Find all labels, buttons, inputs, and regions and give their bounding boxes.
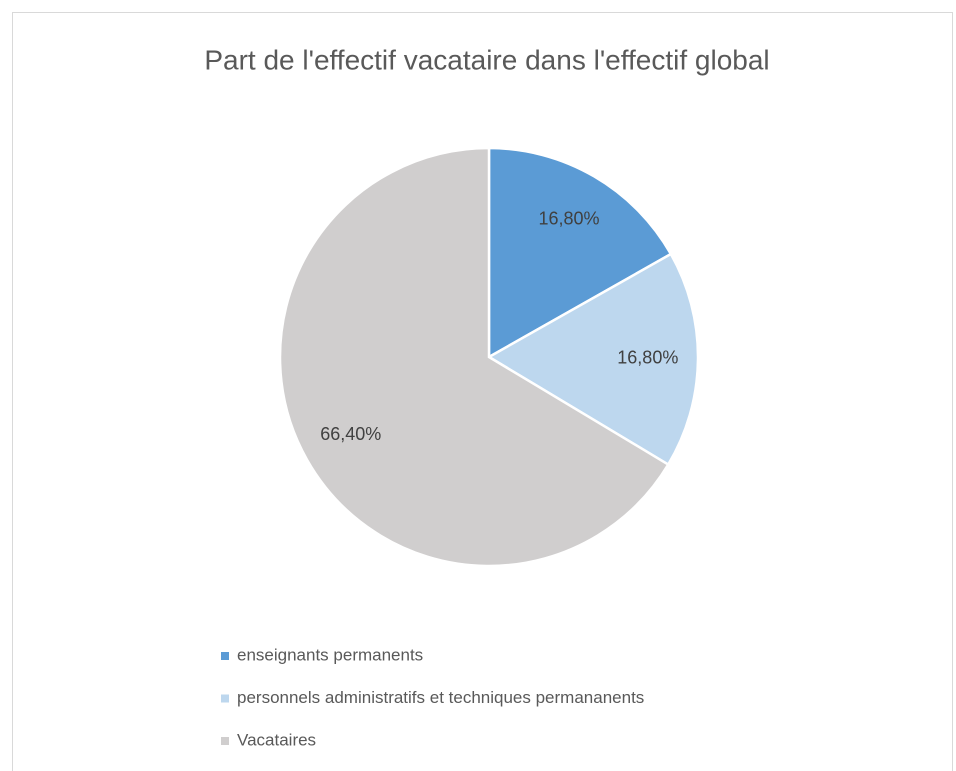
pie-slice [278,146,670,568]
pie-slice [486,252,700,467]
legend-swatch [221,737,229,745]
chart-title: Part de l'effectif vacataire dans l'effe… [204,44,769,75]
legend-label: enseignants permanents [237,645,423,664]
legend-label: personnels administratifs et techniques … [237,688,644,707]
data-label: 16,80% [538,209,599,229]
pie-slice [487,146,673,360]
legend-swatch [221,652,229,660]
data-label: 66,40% [320,424,381,444]
data-label: 16,80% [617,348,678,368]
legend-label: Vacataires [237,730,316,749]
legend-swatch [221,694,229,703]
